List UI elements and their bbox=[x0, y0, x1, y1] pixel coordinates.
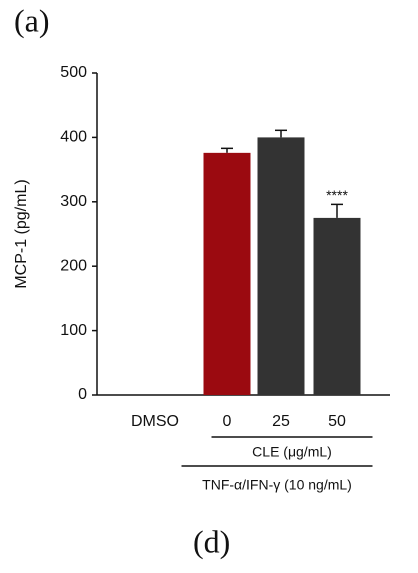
panel-label: (d) bbox=[193, 523, 230, 559]
y-tick-label: 0 bbox=[78, 386, 87, 403]
y-tick-label: 500 bbox=[60, 64, 87, 81]
bar bbox=[203, 152, 251, 395]
panel-label: (a) bbox=[14, 2, 50, 38]
significance: **** bbox=[326, 187, 348, 203]
x-tick-label: 25 bbox=[272, 413, 290, 430]
group-label: TNF-α/IFN-γ (10 ng/mL) bbox=[202, 477, 352, 493]
x-tick-label: 50 bbox=[328, 413, 346, 430]
x-tick-label: 0 bbox=[223, 413, 232, 430]
y-tick-label: 200 bbox=[60, 257, 87, 274]
y-tick-label: 400 bbox=[60, 129, 87, 146]
x-tick-label: DMSO bbox=[131, 413, 179, 430]
y-axis-label: MCP-1 (pg/mL) bbox=[13, 179, 30, 288]
y-tick-label: 100 bbox=[60, 322, 87, 339]
bar bbox=[313, 217, 361, 395]
group-label: CLE (μg/mL) bbox=[252, 444, 332, 460]
bar bbox=[257, 137, 305, 395]
y-tick-label: 300 bbox=[60, 193, 87, 210]
